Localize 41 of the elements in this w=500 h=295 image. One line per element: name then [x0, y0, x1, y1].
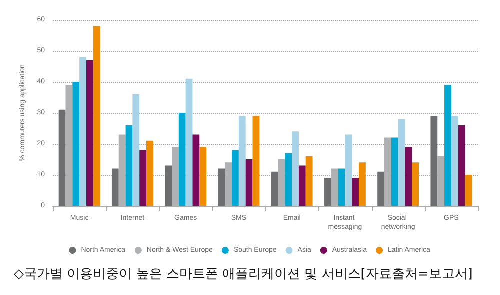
bar — [112, 168, 119, 206]
bar — [271, 172, 278, 206]
bar — [338, 168, 346, 206]
bar — [324, 178, 332, 206]
bar — [72, 82, 80, 206]
bar — [292, 132, 299, 206]
bar — [93, 26, 100, 206]
bar — [246, 160, 253, 206]
bar — [359, 162, 366, 206]
bar — [86, 60, 94, 206]
bar — [132, 94, 140, 206]
bar — [345, 134, 352, 206]
bar — [458, 125, 466, 206]
bar — [140, 150, 146, 206]
bar — [298, 166, 306, 206]
bar — [398, 119, 406, 206]
bar — [378, 172, 384, 206]
bar — [232, 150, 239, 206]
bar — [192, 134, 200, 206]
bar — [126, 125, 133, 206]
bar — [285, 153, 292, 206]
bar — [186, 78, 193, 206]
bar — [465, 175, 472, 206]
bar — [218, 168, 226, 206]
bar — [80, 57, 86, 206]
bar — [146, 140, 154, 206]
bar — [58, 110, 66, 206]
text: ◇국가별 이용비중이 높은 스마트폰 애플리케이션 및 서비스[자료출처=보고서] — [14, 267, 473, 282]
bar — [451, 116, 458, 206]
bar — [444, 85, 452, 206]
bar — [412, 162, 420, 206]
bar — [178, 113, 186, 206]
bar — [238, 116, 246, 206]
bar — [352, 178, 359, 206]
bar — [165, 166, 172, 206]
bar — [252, 116, 260, 206]
bar — [306, 156, 313, 206]
bar — [200, 147, 207, 206]
bar — [430, 116, 438, 206]
bar — [391, 138, 398, 206]
bar — [405, 147, 412, 206]
